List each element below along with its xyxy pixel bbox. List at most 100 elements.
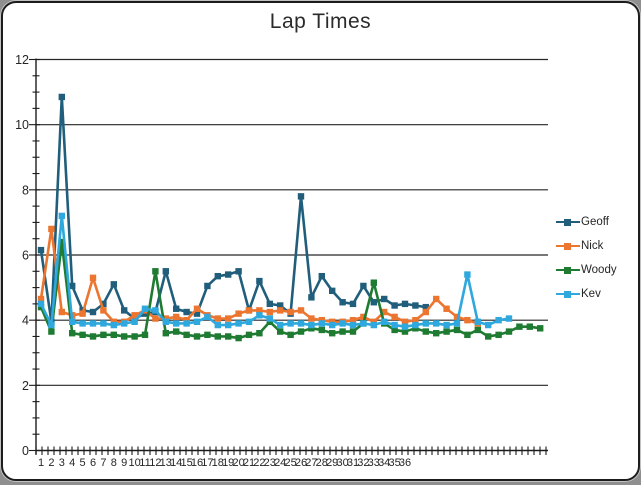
data-point-marker: [235, 335, 241, 341]
data-point-marker: [121, 320, 127, 326]
data-point-marker: [194, 306, 200, 312]
data-point-marker: [111, 322, 117, 328]
data-point-marker: [183, 309, 189, 315]
data-point-marker: [267, 309, 273, 315]
data-point-marker: [69, 330, 75, 336]
data-point-marker: [412, 322, 418, 328]
data-point-marker: [423, 328, 429, 334]
data-point-marker: [339, 299, 345, 305]
data-point-marker: [527, 323, 533, 329]
data-point-marker: [69, 319, 75, 325]
data-point-marker: [277, 307, 283, 313]
data-point-marker: [142, 306, 148, 312]
data-point-marker: [152, 268, 158, 274]
data-point-marker: [277, 328, 283, 334]
legend-item-geoff[interactable]: Geoff: [556, 216, 617, 228]
data-point-marker: [173, 306, 179, 312]
legend-marker-geoff: [556, 218, 580, 227]
data-point-marker: [100, 307, 106, 313]
data-point-marker: [277, 322, 283, 328]
data-point-marker: [183, 320, 189, 326]
data-point-marker: [90, 309, 96, 315]
svg-text:3: 3: [59, 457, 65, 469]
data-point-marker: [225, 322, 231, 328]
legend-label-kev: Kev: [581, 288, 601, 300]
legend-label-woody: Woody: [581, 264, 617, 276]
data-point-marker: [298, 328, 304, 334]
data-point-marker: [246, 332, 252, 338]
data-point-marker: [204, 283, 210, 289]
svg-text:2: 2: [48, 457, 54, 469]
data-point-marker: [246, 307, 252, 313]
data-point-marker: [485, 333, 491, 339]
data-point-marker: [100, 320, 106, 326]
data-point-marker: [131, 319, 137, 325]
data-point-marker: [485, 322, 491, 328]
data-point-marker: [350, 301, 356, 307]
series-nick[interactable]: [38, 226, 481, 327]
data-point-marker: [433, 296, 439, 302]
svg-text:7: 7: [100, 457, 106, 469]
data-point-marker: [225, 271, 231, 277]
data-point-marker: [308, 294, 314, 300]
data-point-marker: [433, 330, 439, 336]
svg-text:9: 9: [121, 457, 127, 469]
legend-item-nick[interactable]: Nick: [556, 240, 617, 252]
data-point-marker: [360, 283, 366, 289]
data-point-marker: [298, 193, 304, 199]
data-point-marker: [235, 310, 241, 316]
data-point-marker: [537, 325, 543, 331]
data-point-marker: [464, 317, 470, 323]
svg-text:4: 4: [69, 457, 75, 469]
data-point-marker: [319, 320, 325, 326]
data-point-marker: [183, 332, 189, 338]
data-point-marker: [298, 307, 304, 313]
data-point-marker: [173, 320, 179, 326]
data-point-marker: [235, 320, 241, 326]
legend-item-woody[interactable]: Woody: [556, 264, 617, 276]
data-point-marker: [256, 330, 262, 336]
data-point-marker: [308, 322, 314, 328]
data-point-marker: [38, 247, 44, 253]
data-point-marker: [308, 315, 314, 321]
svg-text:6: 6: [22, 249, 29, 263]
data-point-marker: [319, 327, 325, 333]
data-point-marker: [59, 213, 65, 219]
data-point-marker: [402, 323, 408, 329]
data-point-marker: [79, 332, 85, 338]
legend-marker-woody: [556, 266, 580, 275]
data-point-marker: [464, 332, 470, 338]
axes: [29, 59, 548, 456]
data-point-marker: [371, 322, 377, 328]
data-point-marker: [79, 310, 85, 316]
data-point-marker: [225, 315, 231, 321]
data-point-marker: [391, 302, 397, 308]
data-point-marker: [350, 322, 356, 328]
data-point-marker: [225, 333, 231, 339]
data-point-marker: [111, 281, 117, 287]
data-point-marker: [506, 315, 512, 321]
data-point-marker: [215, 273, 221, 279]
data-point-marker: [464, 271, 470, 277]
data-point-marker: [402, 301, 408, 307]
data-point-marker: [59, 309, 65, 315]
data-point-marker: [79, 320, 85, 326]
data-point-marker: [319, 273, 325, 279]
legend-label-nick: Nick: [581, 240, 603, 252]
data-point-marker: [194, 333, 200, 339]
data-point-marker: [506, 328, 512, 334]
svg-text:5: 5: [80, 457, 86, 469]
svg-text:2: 2: [22, 379, 29, 393]
legend-item-kev[interactable]: Kev: [556, 288, 617, 300]
data-point-marker: [173, 314, 179, 320]
svg-text:6: 6: [90, 457, 96, 469]
svg-text:1: 1: [38, 457, 44, 469]
data-point-marker: [152, 315, 158, 321]
data-point-marker: [111, 332, 117, 338]
legend-marker-kev: [556, 290, 580, 299]
data-point-marker: [433, 320, 439, 326]
